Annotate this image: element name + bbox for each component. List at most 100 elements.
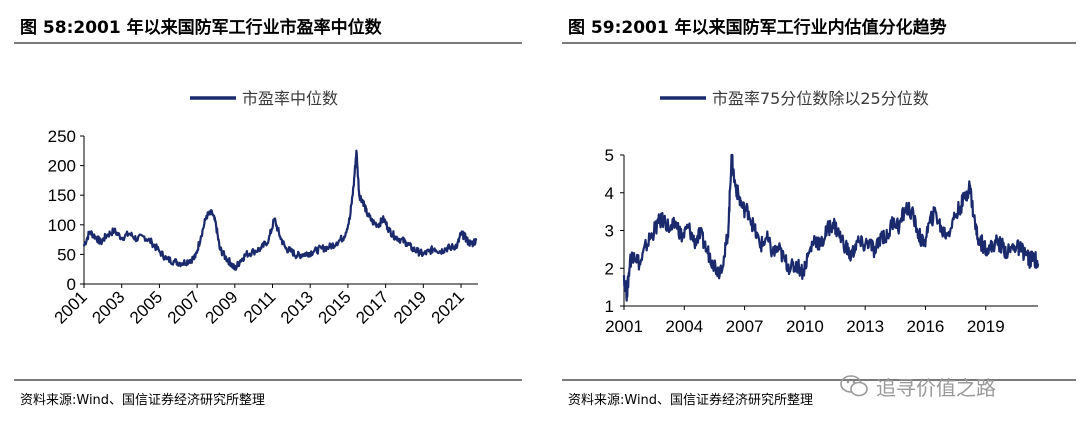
data-point: [459, 232, 463, 235]
data-point: [113, 229, 116, 232]
data-point: [940, 229, 943, 232]
data-point: [233, 268, 236, 271]
data-point: [783, 259, 786, 262]
data-point: [348, 217, 351, 220]
data-point: [988, 248, 991, 251]
data-point: [194, 256, 197, 259]
data-point: [807, 252, 810, 255]
data-point: [335, 241, 338, 244]
data-point: [972, 214, 975, 217]
data-point: [218, 247, 221, 250]
data-point: [439, 250, 442, 253]
data-point: [663, 218, 666, 221]
source-note: 资料来源:Wind、国信证券经济研究所整理: [568, 393, 814, 408]
data-point: [699, 233, 702, 236]
data-point: [312, 250, 316, 253]
data-point: [343, 235, 346, 238]
data-point: [705, 248, 708, 251]
source-rule: [14, 379, 522, 381]
x-tick-label: 2007: [164, 287, 204, 327]
data-point: [422, 253, 425, 256]
data-point: [352, 185, 355, 188]
data-point: [471, 242, 474, 245]
x-tick-label: 2007: [726, 317, 764, 336]
x-tick-label: 2001: [605, 317, 643, 336]
x-tick-label: 2013: [277, 287, 317, 327]
data-point: [982, 244, 985, 247]
y-tick-label: 50: [57, 245, 76, 264]
data-point: [856, 240, 859, 243]
data-point: [1036, 263, 1040, 266]
data-point: [388, 229, 391, 232]
data-point: [416, 250, 419, 253]
data-point: [188, 259, 191, 262]
data-point: [382, 217, 385, 220]
data-point: [976, 237, 979, 240]
x-tick-label: 2001: [51, 287, 91, 327]
data-point: [260, 247, 263, 250]
data-point: [377, 223, 380, 226]
data-point: [180, 262, 184, 265]
data-point: [645, 244, 648, 247]
x-tick-label: 2011: [240, 287, 279, 326]
data-point: [410, 247, 414, 250]
data-point: [730, 153, 733, 157]
data-point: [199, 235, 202, 238]
data-point: [968, 184, 971, 187]
data-point: [365, 211, 368, 215]
left-chart-panel: 图 58:2001 年以来国防军工行业市盈率中位数 市盈率中位数 0 50 100 15…: [0, 0, 530, 431]
data-point: [733, 180, 736, 183]
data-point: [813, 237, 816, 240]
source-rule: [562, 379, 1076, 381]
data-point: [789, 267, 792, 270]
data-point: [94, 235, 97, 238]
y-tick-label: 1: [605, 297, 614, 316]
data-point: [628, 259, 632, 262]
data-point: [831, 221, 835, 224]
data-point: [898, 225, 901, 228]
data-point: [693, 240, 696, 243]
y-tick-label: 0: [67, 275, 76, 294]
x-tick-label: 2004: [665, 317, 703, 336]
x-tick-label: 2017: [352, 287, 392, 327]
chart-title: 图 59:2001 年以来国防军工行业内估值分化趋势: [568, 18, 947, 38]
data-point: [910, 210, 913, 213]
y-tick-label: 3: [605, 222, 614, 241]
data-point: [892, 218, 895, 221]
data-point: [862, 244, 865, 247]
data-point: [651, 233, 654, 236]
data-point: [173, 260, 176, 263]
data-point: [916, 229, 919, 232]
y-tick-label: 250: [48, 127, 76, 146]
data-point: [669, 229, 672, 232]
data-point: [135, 237, 138, 241]
data-point: [622, 274, 626, 277]
data-point: [639, 263, 642, 266]
data-point: [301, 253, 304, 256]
data-point: [143, 235, 146, 238]
data-point: [723, 255, 726, 258]
data-point: [727, 225, 730, 228]
data-point: [358, 194, 361, 197]
x-tick-label: 2019: [390, 287, 430, 327]
x-tick-label: 2010: [786, 317, 824, 336]
series-line: [622, 153, 1040, 302]
data-point: [279, 235, 282, 238]
data-point: [934, 210, 937, 213]
data-point: [741, 206, 744, 209]
data-point: [777, 248, 780, 251]
data-point: [214, 223, 218, 226]
data-point: [355, 149, 358, 152]
x-tick-label: 2019: [967, 317, 1005, 336]
x-tick-label: 2013: [846, 317, 884, 336]
data-point: [405, 241, 408, 244]
data-point: [844, 244, 847, 247]
data-point: [165, 258, 168, 261]
data-point: [328, 246, 331, 249]
data-point: [632, 252, 636, 255]
x-tick-label: 2005: [126, 287, 166, 327]
data-point: [1000, 244, 1003, 247]
y-tick-label: 4: [605, 184, 614, 203]
data-point: [371, 220, 374, 223]
data-point: [922, 244, 925, 247]
